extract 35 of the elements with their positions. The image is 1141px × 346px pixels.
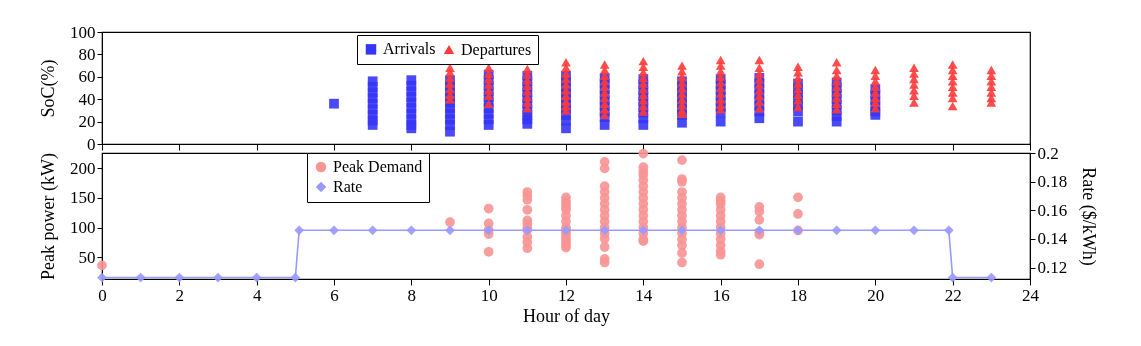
x-tick-label: 14 [635,285,653,305]
x-tick-label: 22 [944,285,962,305]
y-tick-label: 200 [70,158,96,178]
y-tick-label: 60 [78,67,96,87]
y-tick-label: 20 [78,112,96,132]
x-tick-label: 12 [558,285,575,305]
x-tick-label: 20 [867,285,885,305]
x-tick-label: 4 [252,285,262,305]
y-tick-label: 0 [87,134,96,154]
y-tick-label: 80 [78,44,96,64]
legend-label: Peak Demand [333,158,423,175]
x-tick-label: 24 [1022,285,1040,305]
y-axis-title: SoC(%) [38,59,59,118]
y2-axis-title: Rate ($/kWh) [1078,167,1100,266]
y2-tick-label: 0.12 [1037,258,1068,278]
legend-label: Rate [333,178,363,195]
y-tick-label: 100 [70,22,96,42]
x-tick-label: 10 [480,285,498,305]
y-axis-title: Peak power (kW) [38,153,59,280]
y2-tick-label: 0.2 [1037,143,1059,163]
x-tick-label: 16 [712,285,730,305]
y-tick-label: 100 [70,218,96,238]
x-tick-label: 6 [330,285,339,305]
y-tick-label: 50 [78,247,96,267]
y2-tick-label: 0.16 [1037,200,1068,220]
x-tick-label: 8 [407,285,417,305]
legend-label: Departures [461,40,532,59]
y2-tick-label: 0.18 [1037,172,1068,192]
x-tick-label: 2 [175,285,185,305]
y-tick-label: 40 [78,89,96,109]
legend-label: Arrivals [383,40,436,58]
x-axis-title: Hour of day [523,305,610,326]
y-tick-label: 150 [70,188,96,208]
x-tick-label: 18 [790,285,807,305]
y2-tick-label: 0.14 [1037,229,1068,249]
